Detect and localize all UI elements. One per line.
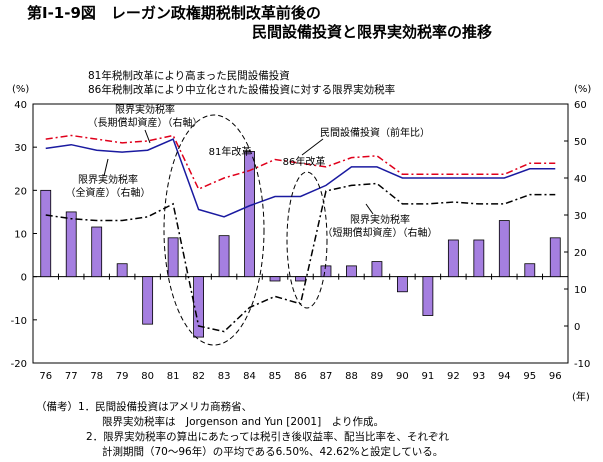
x-tick-label: 96 bbox=[549, 371, 562, 382]
annotation-long-term-1: 限界実効税率 bbox=[115, 103, 175, 116]
plot-frame bbox=[32, 103, 569, 364]
bar bbox=[91, 226, 103, 278]
right-tick-label: 40 bbox=[574, 174, 587, 185]
annotation-reform81: 81年改革 bbox=[209, 145, 252, 158]
note-line1: （備考）1．民間設備投資はアメリカ商務省、 bbox=[36, 401, 253, 413]
right-tick-label: 50 bbox=[574, 137, 587, 148]
bar bbox=[320, 265, 332, 278]
annotation-long-term-2: （長期償却資産）（右軸） bbox=[88, 116, 203, 129]
x-tick-label: 86 bbox=[294, 371, 307, 382]
bar bbox=[346, 265, 357, 278]
bar bbox=[65, 211, 77, 278]
x-tick-label: 82 bbox=[192, 371, 205, 382]
annotation-long-term-leader bbox=[144, 129, 151, 144]
chart-title: 第Ⅰ-1-9図 レーガン政権期税制改革前後の 民間設備投資と限界実効税率の推移 bbox=[27, 4, 492, 42]
bar bbox=[295, 276, 306, 282]
right-tick-label: 10 bbox=[574, 285, 587, 296]
right-tick-label: 0 bbox=[574, 322, 580, 333]
chart-title-line2: 民間設備投資と限界実効税率の推移 bbox=[252, 23, 493, 41]
left-tick-label: -10 bbox=[11, 316, 27, 327]
bar bbox=[422, 276, 434, 316]
left-tick-label: 20 bbox=[14, 186, 27, 197]
x-tick-label: 95 bbox=[523, 371, 536, 382]
note-line2: 限界実効税率は Jorgenson and Yun [2001] より作成。 bbox=[102, 416, 384, 428]
x-tick-label: 76 bbox=[39, 371, 52, 382]
annotation-reform86: 86年改革 bbox=[283, 155, 326, 168]
notes: （備考）1．民間設備投資はアメリカ商務省、 限界実効税率は Jorgenson … bbox=[36, 400, 449, 460]
right-axis-unit: (%) bbox=[574, 84, 592, 95]
annotation-investment-leader bbox=[301, 138, 324, 156]
series-line-0 bbox=[45, 134, 556, 191]
annotation-short-term-leader bbox=[365, 203, 374, 215]
annotation-short-term-2: （短期償却資産）（右軸） bbox=[323, 226, 438, 239]
x-tick-label: 81 bbox=[167, 371, 180, 382]
bar bbox=[549, 237, 561, 278]
left-tick-label: 0 bbox=[21, 273, 27, 284]
legend-text-line1: 81年税制改革により高まった民間設備投資 bbox=[88, 70, 290, 82]
x-tick-label: 87 bbox=[320, 371, 333, 382]
left-tick-label: 30 bbox=[14, 143, 27, 154]
reform86-ellipse bbox=[286, 171, 328, 309]
bar bbox=[473, 239, 485, 278]
annotation-all-assets-leader bbox=[103, 158, 109, 177]
bar bbox=[371, 261, 383, 278]
left-tick-label: 40 bbox=[14, 100, 27, 111]
bar bbox=[498, 220, 510, 278]
chart-title-line1: 第Ⅰ-1-9図 レーガン政権期税制改革前後の bbox=[27, 4, 321, 22]
x-tick-label: 77 bbox=[65, 371, 78, 382]
legend-text-line2: 86年税制改革により中立化された設備投資に対する限界実効税率 bbox=[88, 84, 396, 96]
x-tick-label: 94 bbox=[498, 371, 511, 382]
bar bbox=[40, 189, 52, 278]
x-tick-label: 79 bbox=[116, 371, 129, 382]
left-axis-unit: (%) bbox=[12, 84, 30, 95]
right-tick-label: 30 bbox=[574, 211, 587, 222]
bar bbox=[269, 276, 281, 282]
bar bbox=[193, 276, 204, 338]
bar bbox=[218, 235, 230, 278]
annotation-all-assets-2: （全資産）（右軸） bbox=[66, 186, 151, 199]
x-tick-label: 78 bbox=[90, 371, 103, 382]
series-line-1 bbox=[45, 138, 556, 218]
bar bbox=[397, 276, 408, 293]
x-tick-label: 84 bbox=[243, 371, 256, 382]
right-tick-label: -10 bbox=[574, 359, 590, 370]
note-line3: 2．限界実効税率の算出にあたっては税引き後収益率、配当比率を、それぞれ bbox=[86, 431, 449, 443]
x-tick-label: 91 bbox=[422, 371, 435, 382]
note-line4: 計測期間（70～96年）の平均である6.50%、42.62%と設定している。 bbox=[102, 446, 444, 458]
x-tick-label: 90 bbox=[396, 371, 409, 382]
x-tick-label: 88 bbox=[345, 371, 358, 382]
x-axis-unit: (年) bbox=[572, 392, 590, 403]
reform81-ellipse bbox=[163, 114, 265, 346]
left-tick-label: 10 bbox=[14, 230, 27, 241]
bar bbox=[447, 239, 459, 278]
bar bbox=[524, 263, 536, 278]
x-tick-label: 89 bbox=[371, 371, 384, 382]
bar bbox=[167, 237, 179, 278]
bar bbox=[244, 151, 255, 278]
x-tick-label: 80 bbox=[141, 371, 154, 382]
right-tick-label: 20 bbox=[574, 248, 587, 259]
x-tick-label: 83 bbox=[218, 371, 231, 382]
left-tick-label: -20 bbox=[11, 359, 27, 370]
x-tick-label: 92 bbox=[447, 371, 460, 382]
annotation-investment: 民間設備投資（前年比） bbox=[320, 126, 430, 139]
annotation-all-assets-1: 限界実効税率 bbox=[78, 173, 138, 186]
x-tick-label: 85 bbox=[269, 371, 282, 382]
bar bbox=[116, 263, 128, 278]
bar bbox=[142, 276, 154, 325]
annotation-short-term-1: 限界実効税率 bbox=[350, 213, 410, 226]
right-tick-label: 60 bbox=[574, 100, 587, 111]
x-tick-label: 93 bbox=[472, 371, 485, 382]
